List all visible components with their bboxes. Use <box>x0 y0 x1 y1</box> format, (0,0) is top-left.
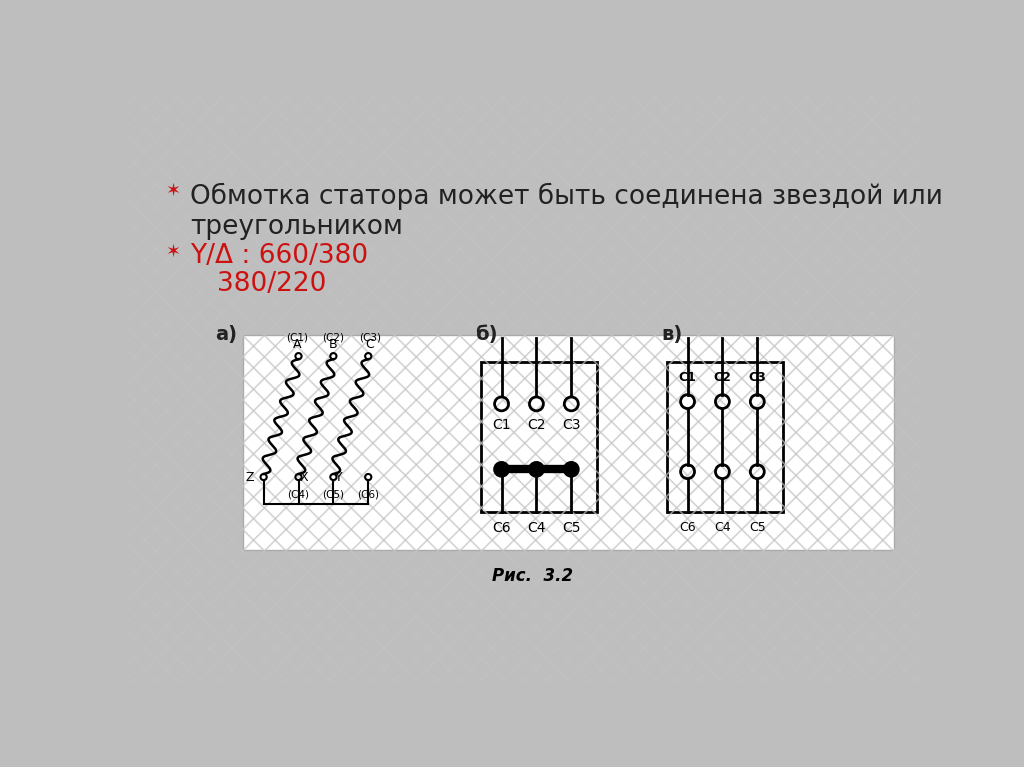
Text: Обмотка статора может быть соединена звездой или: Обмотка статора может быть соединена зве… <box>190 183 943 210</box>
Text: C2: C2 <box>527 418 546 432</box>
Text: (C1): (C1) <box>286 332 308 342</box>
Bar <box>243 334 894 550</box>
Text: C3: C3 <box>562 418 581 432</box>
Circle shape <box>529 463 544 476</box>
Text: C1: C1 <box>679 370 696 384</box>
Text: (C6): (C6) <box>357 489 379 499</box>
Text: а): а) <box>215 324 237 344</box>
Text: Y/Δ : 660/380: Y/Δ : 660/380 <box>190 243 368 269</box>
Text: Рис.  3.2: Рис. 3.2 <box>493 567 573 585</box>
Text: 380/220: 380/220 <box>217 272 327 298</box>
Text: C2: C2 <box>714 370 731 384</box>
Text: Y: Y <box>335 471 343 484</box>
Text: C5: C5 <box>749 521 766 534</box>
Text: б): б) <box>475 324 498 344</box>
Text: C: C <box>366 337 374 351</box>
Text: A: A <box>293 337 301 351</box>
Text: B: B <box>329 337 338 351</box>
Text: C4: C4 <box>714 521 731 534</box>
Text: (C3): (C3) <box>358 332 381 342</box>
Text: ✶: ✶ <box>166 243 180 262</box>
Text: C3: C3 <box>749 370 766 384</box>
Text: C5: C5 <box>562 521 581 535</box>
Text: ✶: ✶ <box>166 182 180 199</box>
Text: (C4): (C4) <box>287 489 308 499</box>
Circle shape <box>564 463 579 476</box>
Text: C1: C1 <box>493 418 511 432</box>
Text: (C5): (C5) <box>323 489 344 499</box>
Text: C4: C4 <box>527 521 546 535</box>
Text: в): в) <box>662 324 682 344</box>
Text: X: X <box>300 471 308 484</box>
Circle shape <box>495 463 509 476</box>
Text: (C2): (C2) <box>323 332 344 342</box>
Bar <box>667 361 783 512</box>
Text: C6: C6 <box>679 521 696 534</box>
Text: Z: Z <box>246 471 254 484</box>
Text: треугольником: треугольником <box>190 214 402 240</box>
Text: C6: C6 <box>493 521 511 535</box>
Bar <box>480 361 597 512</box>
